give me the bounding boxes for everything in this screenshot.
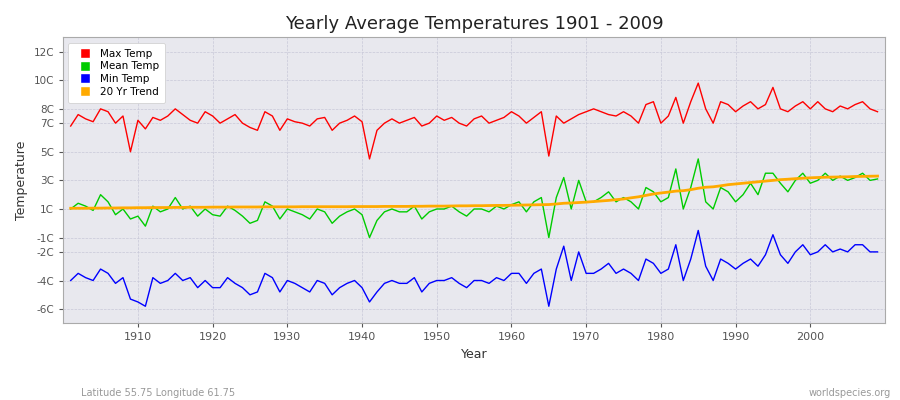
Title: Yearly Average Temperatures 1901 - 2009: Yearly Average Temperatures 1901 - 2009 — [284, 15, 663, 33]
X-axis label: Year: Year — [461, 348, 488, 361]
Text: worldspecies.org: worldspecies.org — [809, 388, 891, 398]
Y-axis label: Temperature: Temperature — [15, 141, 28, 220]
Legend: Max Temp, Mean Temp, Min Temp, 20 Yr Trend: Max Temp, Mean Temp, Min Temp, 20 Yr Tre… — [68, 42, 165, 103]
Text: Latitude 55.75 Longitude 61.75: Latitude 55.75 Longitude 61.75 — [81, 388, 235, 398]
